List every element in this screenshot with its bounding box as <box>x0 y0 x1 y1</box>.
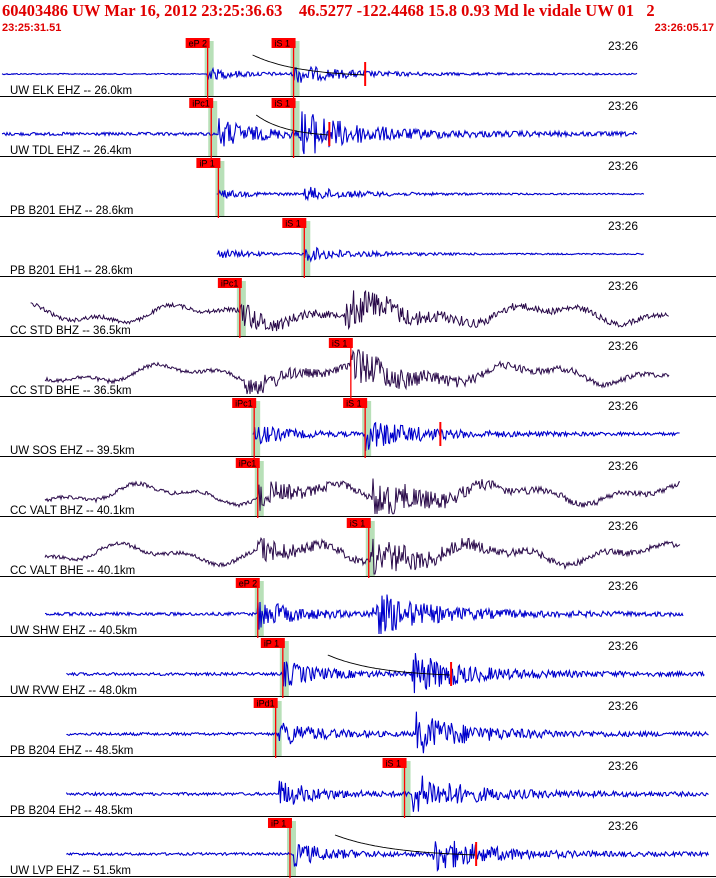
station-label: UW SOS EHZ -- 39.5km <box>10 445 135 457</box>
station-label: CC STD BHE -- 36.5km <box>10 385 131 397</box>
pick-flag <box>382 758 407 768</box>
coda-decay-curve <box>334 834 476 856</box>
pick-flag <box>232 398 257 408</box>
station-label: PB B201 EH1 -- 28.6km <box>10 265 133 277</box>
pick-flag <box>271 98 296 108</box>
waveform-trace <box>66 653 705 694</box>
time-tick-label: 23:26 <box>608 699 638 713</box>
pick-label: iPc1 <box>235 399 253 409</box>
window-end-time: 23:26:05.17 <box>654 22 714 34</box>
pick-label: iPc1 <box>192 99 210 109</box>
pick-flag <box>328 338 353 348</box>
coda-decay-curve <box>255 114 329 136</box>
station-label: PB B204 EHZ -- 48.5km <box>10 745 133 757</box>
pick-flag <box>235 458 260 468</box>
waveform-trace <box>66 711 709 754</box>
time-tick-label: 23:26 <box>608 339 638 353</box>
pick-window <box>365 521 375 577</box>
pick-window <box>215 161 225 217</box>
pick-window <box>208 101 218 157</box>
pick-label: iPc1 <box>239 459 257 469</box>
coda-decay-curve <box>252 54 365 76</box>
station-label: UW TDL EHZ -- 26.4km <box>10 145 131 157</box>
pick-window <box>272 701 282 757</box>
pick-flag <box>271 38 296 48</box>
pick-flag <box>346 518 371 528</box>
pick-label: iS 1 <box>285 219 301 229</box>
window-start-time: 23:25:31.51 <box>2 22 62 34</box>
pick-label: iS 1 <box>275 39 291 49</box>
pick-window <box>204 41 214 97</box>
pick-flag <box>185 38 210 48</box>
pick-window <box>301 221 311 277</box>
pick-label: iP 1 <box>199 159 214 169</box>
time-tick-label: 23:26 <box>608 819 638 833</box>
time-tick-label: 23:26 <box>608 459 638 473</box>
station-label: CC VALT BHZ -- 40.1km <box>10 505 135 517</box>
time-tick-label: 23:26 <box>608 759 638 773</box>
time-tick-label: 23:26 <box>608 39 638 53</box>
pick-flag <box>253 698 278 708</box>
waveform-trace <box>44 594 684 635</box>
pick-label: iP 1 <box>264 639 279 649</box>
event-header: 60403486 UW Mar 16, 2012 23:25:36.63 46.… <box>0 0 716 37</box>
station-label: PB B204 EH2 -- 48.5km <box>10 805 133 817</box>
station-label: UW RVW EHZ -- 48.0km <box>10 685 137 697</box>
pick-label: iS 1 <box>386 759 402 769</box>
coda-decay-curve <box>327 654 450 676</box>
waveform-trace <box>252 421 680 452</box>
pick-flag <box>235 578 260 588</box>
waveform-trace <box>216 186 645 202</box>
pick-window <box>290 101 300 157</box>
pick-label: iS 1 <box>275 99 291 109</box>
waveform-trace <box>65 775 709 812</box>
time-tick-label: 23:26 <box>608 519 638 533</box>
time-tick-label: 23:26 <box>608 579 638 593</box>
pick-label: iS 1 <box>332 339 348 349</box>
station-label: UW SHW EHZ -- 40.5km <box>10 625 137 637</box>
pick-label: iPc1 <box>221 279 239 289</box>
time-tick-label: 23:26 <box>608 279 638 293</box>
station-label: PB B201 EHZ -- 28.6km <box>10 205 133 217</box>
pick-flag <box>282 218 307 228</box>
waveform-trace <box>30 289 669 332</box>
pick-flag <box>217 278 242 288</box>
pick-window <box>401 761 411 817</box>
pick-label: iPd1 <box>257 699 275 709</box>
waveform-trace <box>1 65 638 83</box>
waveform-trace <box>66 840 709 872</box>
station-label: UW LVP EHZ -- 51.5km <box>10 865 131 877</box>
waveform-trace <box>1 111 638 155</box>
station-label: CC VALT BHE -- 40.1km <box>10 565 135 577</box>
station-label: UW ELK EHZ -- 26.0km <box>10 85 132 97</box>
waveform-trace <box>44 536 681 575</box>
pick-label: eP 2 <box>189 39 207 49</box>
pick-window <box>251 401 261 457</box>
seismogram-panel: 23:26 eP 2 iS 1 UW ELK EHZ -- 26.0km 23:26 iP… <box>0 38 716 878</box>
station-label: CC STD BHZ -- 36.5km <box>10 325 131 337</box>
pick-window <box>362 401 372 457</box>
time-tick-label: 23:26 <box>608 399 638 413</box>
pick-label: iS 1 <box>346 399 362 409</box>
time-tick-label: 23:26 <box>608 159 638 173</box>
waveform-trace <box>216 246 644 263</box>
pick-flag <box>343 398 368 408</box>
waveform-trace <box>44 478 681 515</box>
time-tick-label: 23:26 <box>608 219 638 233</box>
pick-window <box>286 821 296 877</box>
waveform-trace <box>44 349 670 395</box>
pick-flag <box>260 638 285 648</box>
time-tick-label: 23:26 <box>608 99 638 113</box>
pick-flag <box>189 98 214 108</box>
pick-flag <box>267 818 292 828</box>
event-title: 60403486 UW Mar 16, 2012 23:25:36.63 46.… <box>2 1 655 20</box>
pick-label: iP 1 <box>271 819 286 829</box>
pick-label: eP 2 <box>239 579 257 589</box>
time-tick-label: 23:26 <box>608 639 638 653</box>
pick-flag <box>196 158 221 168</box>
pick-label: iS 1 <box>350 519 366 529</box>
